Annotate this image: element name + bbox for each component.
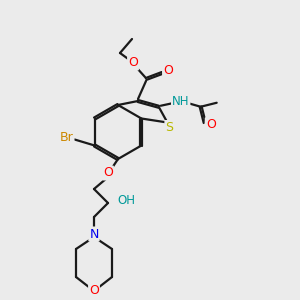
Text: O: O — [163, 64, 173, 77]
Text: O: O — [206, 118, 216, 131]
Text: O: O — [128, 56, 138, 70]
Text: NH: NH — [172, 95, 189, 108]
Text: O: O — [103, 167, 113, 179]
Text: Br: Br — [60, 131, 74, 144]
Text: N: N — [89, 227, 99, 241]
Text: S: S — [165, 121, 173, 134]
Text: O: O — [89, 284, 99, 298]
Text: OH: OH — [117, 194, 135, 208]
